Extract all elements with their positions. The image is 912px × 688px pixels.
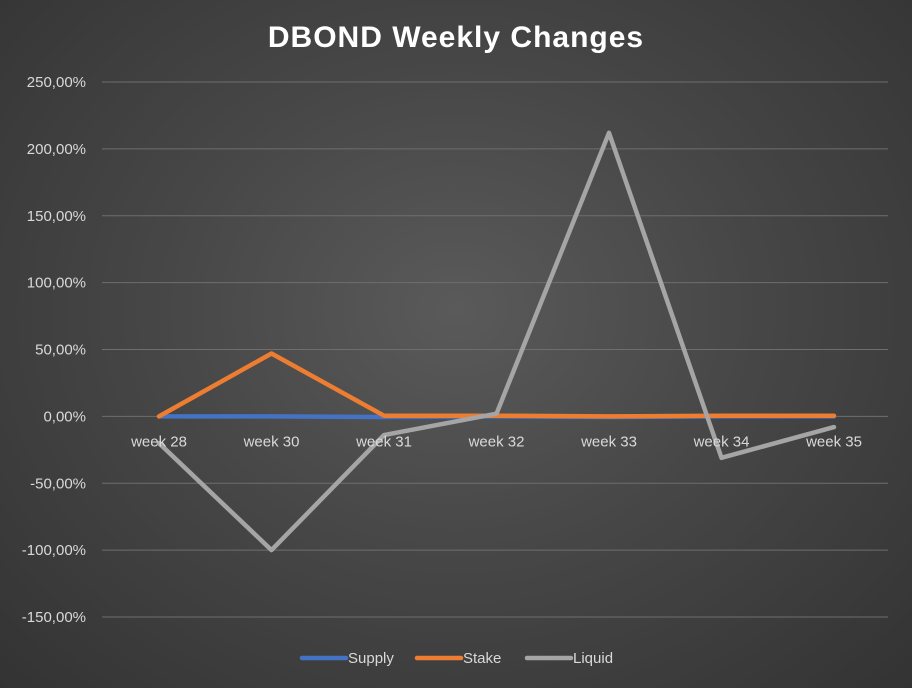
- series-line-stake: [156, 351, 837, 419]
- y-tick-label: 0,00%: [43, 408, 86, 425]
- y-tick-label: 150,00%: [27, 208, 86, 225]
- y-tick-label: 100,00%: [27, 275, 86, 292]
- y-tick-label: -100,00%: [22, 542, 86, 559]
- y-tick-label: -150,00%: [22, 609, 86, 626]
- legend-label-supply: Supply: [348, 650, 394, 667]
- y-tick-label: -50,00%: [30, 475, 86, 492]
- x-tick-label: week 28: [130, 433, 187, 450]
- x-axis-ticks: week 28 week 30 week 31 week 32 week 33 week …: [130, 433, 862, 450]
- legend-label-liquid: Liquid: [573, 650, 613, 667]
- legend: Supply Stake Liquid: [299, 650, 613, 667]
- legend-label-stake: Stake: [463, 650, 501, 667]
- chart-title: DBOND Weekly Changes: [268, 21, 644, 54]
- y-tick-label: 250,00%: [27, 74, 86, 91]
- series-line-liquid: [156, 130, 837, 553]
- y-tick-label: 200,00%: [27, 141, 86, 158]
- gridlines: [102, 81, 888, 618]
- series-lines: [156, 130, 837, 553]
- x-tick-label: week 35: [805, 433, 862, 450]
- y-axis-ticks: 250,00% 200,00% 150,00% 100,00% 50,00% 0,00% -…: [22, 74, 86, 626]
- y-tick-label: 50,00%: [35, 342, 86, 359]
- x-tick-label: week 31: [355, 433, 412, 450]
- x-tick-label: week 32: [468, 433, 525, 450]
- x-tick-label: week 34: [693, 433, 750, 450]
- x-tick-label: week 33: [580, 433, 637, 450]
- x-tick-label: week 30: [243, 433, 300, 450]
